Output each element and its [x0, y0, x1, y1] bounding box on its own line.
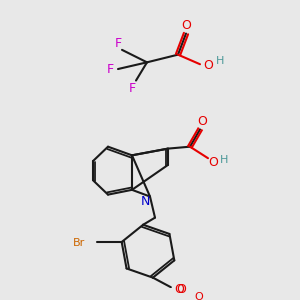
Text: O: O — [194, 292, 203, 300]
Text: O: O — [181, 20, 191, 32]
Text: N: N — [140, 195, 150, 208]
Text: O: O — [197, 115, 207, 128]
Text: F: F — [106, 62, 114, 76]
Text: O: O — [203, 59, 213, 72]
Text: F: F — [114, 37, 122, 50]
Text: O: O — [176, 283, 186, 296]
Text: O: O — [208, 155, 218, 169]
Text: H: H — [216, 56, 224, 66]
Text: O: O — [174, 283, 184, 296]
Text: Br: Br — [72, 238, 85, 248]
Text: H: H — [220, 155, 228, 165]
Text: F: F — [128, 82, 136, 95]
